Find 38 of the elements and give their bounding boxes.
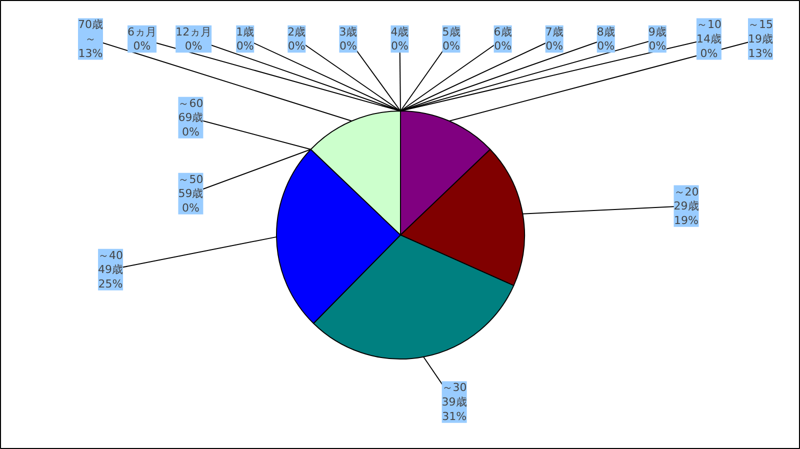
text: 0% bbox=[546, 40, 564, 53]
slice-label: 70歳～ bbox=[78, 18, 103, 46]
text: 0% bbox=[700, 46, 718, 60]
text: 0% bbox=[182, 201, 200, 214]
text: 0% bbox=[442, 40, 460, 53]
text: 0% bbox=[597, 40, 615, 53]
data-label: 25% bbox=[98, 277, 123, 290]
slice-label: ～20 29歳 bbox=[674, 185, 699, 213]
category-label: 2歳 bbox=[288, 25, 306, 38]
data-label: 13% bbox=[78, 46, 103, 60]
category-label: ～50 59歳 bbox=[178, 172, 204, 200]
text: 0% bbox=[184, 40, 202, 53]
data-label: 19% bbox=[674, 214, 698, 227]
category-label: 6歳 bbox=[494, 25, 512, 38]
data-label: 13% bbox=[748, 46, 773, 60]
category-label: 8歳 bbox=[596, 25, 615, 38]
text: 0% bbox=[288, 40, 306, 53]
category-label: 5歳 bbox=[442, 25, 460, 38]
category-label: 1歳 bbox=[236, 25, 254, 38]
category-label: 6ヵ月 bbox=[128, 25, 157, 38]
category-label: 7歳 bbox=[545, 25, 564, 38]
slice-label: ～40 49歳 bbox=[98, 248, 124, 276]
text: 0% bbox=[391, 40, 408, 53]
slice-label: ～15 19歳 bbox=[748, 18, 773, 46]
category-label: 3歳 bbox=[339, 25, 358, 38]
data-label: 31% bbox=[442, 410, 467, 423]
text: 0% bbox=[494, 40, 512, 53]
category-label: ～10 14歳 bbox=[696, 18, 722, 46]
text: 0% bbox=[236, 40, 254, 53]
slice-label: ～30 39歳 bbox=[442, 381, 467, 409]
text: 0% bbox=[133, 40, 151, 53]
text: 0% bbox=[339, 40, 357, 53]
category-label: 9歳 bbox=[648, 25, 666, 38]
text: 0% bbox=[648, 40, 666, 53]
text: 0% bbox=[182, 125, 200, 138]
category-label: ～60 69歳 bbox=[178, 96, 204, 124]
category-label: 12ヵ月 bbox=[176, 25, 212, 38]
category-label: 4歳 bbox=[390, 25, 409, 38]
